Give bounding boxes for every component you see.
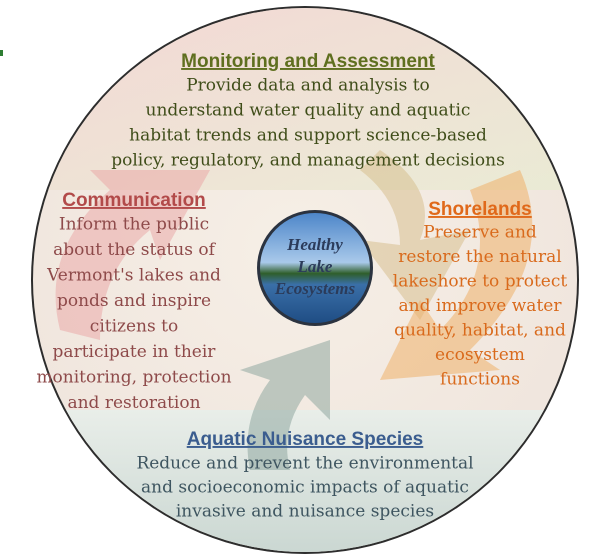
center-label: Ecosystems <box>274 279 356 298</box>
section-title: Aquatic Nuisance Species <box>187 429 424 450</box>
section-title: Communication <box>62 190 206 211</box>
section-text: restore the natural <box>398 247 561 267</box>
section-text: Inform the public <box>59 215 209 235</box>
section-text: Vermont's lakes and <box>46 266 221 286</box>
section-text: quality, habitat, and <box>394 321 566 341</box>
section-text: functions <box>440 370 520 390</box>
section-text: ecosystem <box>435 345 525 365</box>
section-text: ponds and inspire <box>57 291 211 311</box>
edge-mark <box>0 50 3 56</box>
section-text: and improve water <box>399 296 563 316</box>
section-text: about the status of <box>53 240 217 260</box>
diagram: Monitoring and Assessment Provide data an… <box>0 0 592 556</box>
center-label: Healthy <box>286 235 343 254</box>
section-text: participate in their <box>53 342 217 362</box>
section-text: Preserve and <box>423 223 537 243</box>
section-title: Monitoring and Assessment <box>181 51 435 72</box>
section-title: Shorelands <box>428 199 531 220</box>
section-text: citizens to <box>90 317 178 337</box>
section-text: invasive and nuisance species <box>176 502 434 522</box>
section-text: habitat trends and support science-based <box>129 126 487 146</box>
section-text: monitoring, protection <box>36 368 231 388</box>
section-text: and socioeconomic impacts of aquatic <box>141 478 469 498</box>
section-text: Reduce and prevent the environmental <box>136 454 473 474</box>
section-text: lakeshore to protect <box>393 272 568 292</box>
section-text: Provide data and analysis to <box>186 76 430 96</box>
section-text: and restoration <box>67 393 200 413</box>
section-text: policy, regulatory, and management decis… <box>111 151 505 171</box>
section-text: understand water quality and aquatic <box>146 101 471 121</box>
center-label: Lake <box>297 257 333 276</box>
